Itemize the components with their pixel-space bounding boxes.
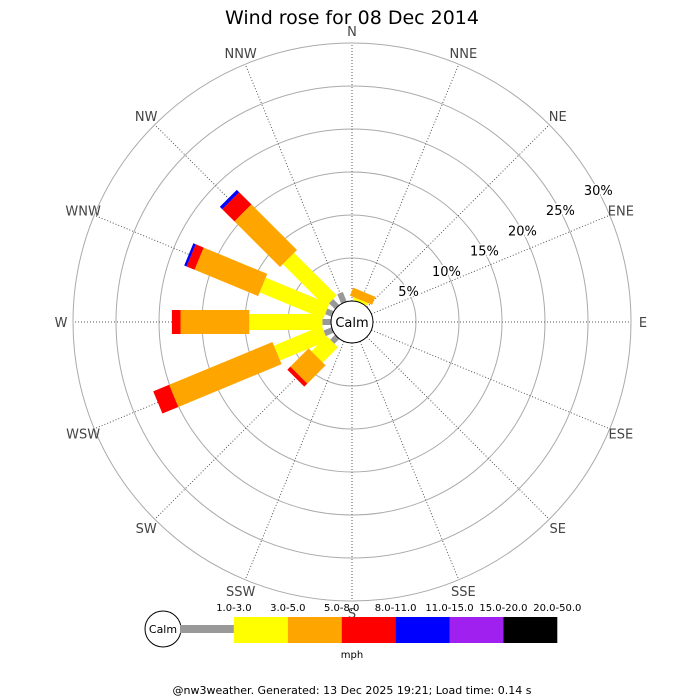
spoke-sse [359, 341, 460, 580]
spoke-se [366, 336, 550, 520]
petal-nw-bin-1 [328, 298, 340, 310]
dir-label-ssw: SSW [226, 585, 256, 600]
petal-wsw-bin-4 [153, 384, 179, 414]
dir-label-ene: ENE [608, 205, 634, 220]
legend: Calm 1.0-3.0 3.0-5.0 5.0-8.0 8.0-11.0 11.0-15… [144, 603, 581, 661]
legend-label-2: 1.0-3.0 [216, 603, 251, 614]
legend-calm-label: Calm [149, 623, 177, 636]
spoke-nnw [244, 64, 345, 303]
calm-circle [330, 300, 374, 344]
dir-label-nw: NW [135, 110, 158, 125]
petal-sw-bin-1 [330, 334, 340, 344]
spoke-ene [371, 214, 610, 315]
petal-wsw-bin-1 [323, 327, 334, 337]
dir-label-ese: ESE [609, 427, 634, 442]
dir-label-e: E [639, 316, 647, 331]
dir-label-n: N [347, 25, 357, 40]
petal-nw-bin-4 [222, 192, 252, 222]
dir-label-sw: SW [136, 522, 157, 537]
petal-nnw-bin-1 [337, 291, 347, 304]
petal-sw-bin-3 [290, 348, 326, 384]
dir-label-ne: NE [549, 110, 567, 125]
legend-label-3: 3.0-5.0 [270, 603, 305, 614]
legend-swatch-3 [287, 617, 342, 643]
petal-nw-bin-3 [234, 204, 297, 267]
petal-nw-bin-5 [219, 189, 240, 210]
radial-tick-1: 5% [398, 285, 419, 300]
legend-units-label: mph [341, 650, 363, 661]
legend-label-4: 5.0-8.0 [324, 603, 359, 614]
dir-label-s: S [348, 607, 356, 622]
petal-wnw-bin-2 [259, 277, 330, 319]
legend-swatch-7 [503, 617, 558, 643]
footer-text: @nw3weather. Generated: 13 Dec 2025 19:2… [173, 684, 532, 697]
petal-wnw-bin-5 [184, 243, 196, 267]
petal-wsw-bin-2 [273, 325, 328, 361]
legend-label-5: 8.0-11.0 [375, 603, 417, 614]
spoke-ne [366, 124, 550, 308]
dir-label-w: W [55, 316, 68, 331]
grid-ring-6 [72, 42, 632, 602]
legend-swatch-4 [341, 617, 396, 643]
legend-swatch-1 [180, 625, 234, 633]
dir-label-sse: SSE [451, 585, 476, 600]
petal-wsw-bin-3 [169, 341, 282, 407]
wind-petals [153, 189, 376, 414]
petal-sw-bin-2 [311, 336, 338, 363]
grid-ring-5 [115, 85, 589, 559]
petal-nw-bin-2 [282, 252, 337, 307]
legend-label-7: 15.0-20.0 [479, 603, 527, 614]
dir-label-wnw: WNW [65, 205, 101, 220]
radial-tick-6: 30% [584, 184, 613, 199]
dir-label-se: SE [550, 522, 566, 537]
radial-tick-4: 20% [508, 224, 537, 239]
spoke-nne [359, 64, 460, 303]
chart-title: Wind rose for 08 Dec 2014 [225, 7, 479, 29]
legend-label-6: 11.0-15.0 [425, 603, 473, 614]
legend-label-8: 20.0-50.0 [533, 603, 581, 614]
calm-label: Calm [335, 316, 368, 331]
radial-tick-3: 15% [470, 245, 499, 260]
radial-tick-2: 10% [432, 265, 461, 280]
legend-swatch-2 [233, 617, 288, 643]
radial-tick-labels: 5% 10% 15% 20% 25% 30% [397, 183, 615, 302]
petal-nne-bin-3 [349, 287, 376, 305]
radial-tick-5: 25% [546, 204, 575, 219]
petal-wnw-bin-3 [194, 247, 268, 297]
dir-label-nnw: NNW [224, 47, 256, 62]
legend-swatch-6 [449, 617, 504, 643]
spoke-ssw [244, 341, 345, 580]
direction-labels: N NNE NE ENE E ESE SE SSE S SSW SW WSW W WNW NW NNW [55, 25, 648, 622]
petal-sw-bin-4 [287, 366, 308, 387]
legend-swatch-5 [395, 617, 450, 643]
spoke-ese [371, 329, 610, 430]
petal-wnw-bin-1 [325, 308, 334, 317]
dir-label-wsw: WSW [66, 427, 100, 442]
petal-wnw-bin-4 [186, 244, 204, 270]
dir-label-nne: NNE [450, 47, 478, 62]
